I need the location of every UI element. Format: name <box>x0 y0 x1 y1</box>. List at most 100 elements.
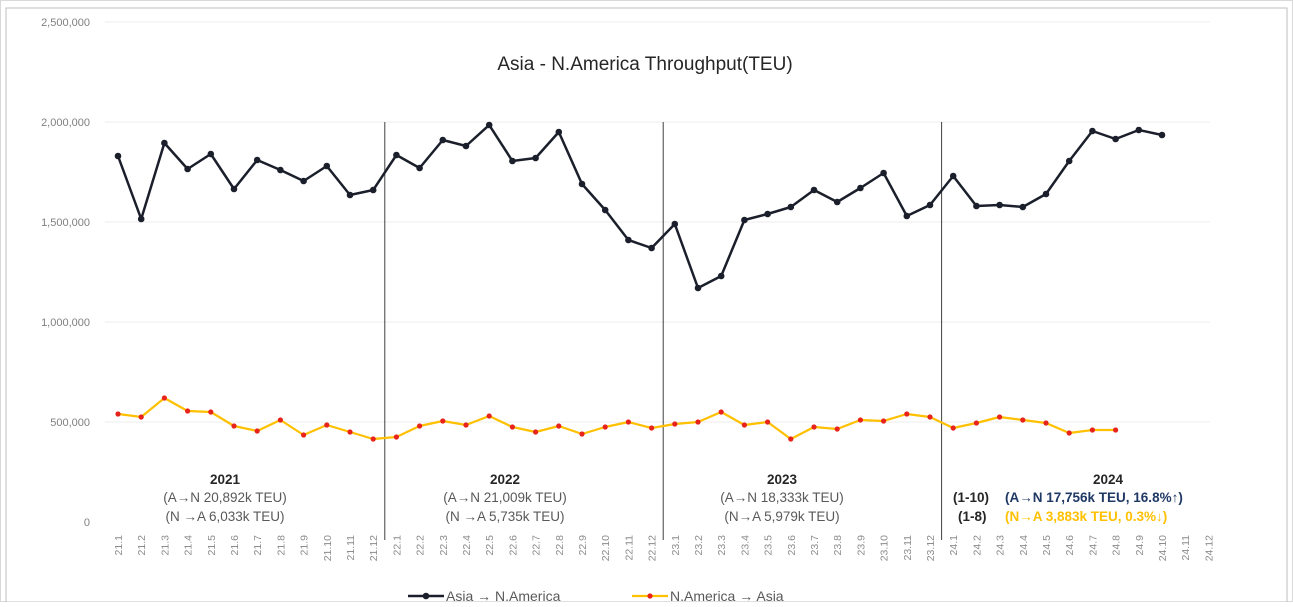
x-tick-label: 21.8 <box>275 535 287 556</box>
data-point <box>997 414 1003 420</box>
data-point <box>254 428 260 434</box>
x-tick-label: 21.2 <box>136 535 148 556</box>
data-point <box>393 151 400 159</box>
annotation-line: (A→N 21,009k TEU) <box>443 490 567 505</box>
year-annotations: 2021 (A→N 20,892k TEU) (N →A 6,033k TEU) 20… <box>163 472 1183 524</box>
data-point <box>788 436 794 442</box>
data-point <box>462 142 470 150</box>
gridlines <box>105 21 1210 423</box>
data-point <box>509 157 516 165</box>
annotation-line: (A→N 18,333k TEU) <box>720 490 844 505</box>
data-point <box>485 121 493 129</box>
data-point <box>1158 131 1166 139</box>
x-tick-label: 23.5 <box>763 535 775 556</box>
y-tick-label: 500,000 <box>50 417 90 429</box>
x-tick-label: 21.11 <box>345 535 357 561</box>
x-tick-label: 21.12 <box>368 535 380 561</box>
data-point <box>672 421 678 427</box>
data-point <box>509 424 515 430</box>
x-tick-label: 23.9 <box>855 535 867 556</box>
data-point <box>880 169 887 177</box>
x-tick-label: 23.3 <box>716 535 728 556</box>
data-point <box>253 156 261 164</box>
series-lines <box>114 121 1166 442</box>
data-point <box>764 210 771 218</box>
x-tick-label: 22.10 <box>600 535 612 561</box>
plot-border <box>5 7 1288 603</box>
x-tick-label: 23.11 <box>902 535 914 561</box>
y-tick-label: 2,000,000 <box>41 117 90 129</box>
annotation-line: (N →A 6,033k TEU) <box>165 509 284 524</box>
data-point <box>114 152 122 160</box>
x-tick-label: 22.2 <box>415 535 427 556</box>
data-point <box>810 186 818 194</box>
chart-title: Asia - N.America Throughput(TEU) <box>497 54 792 75</box>
data-point <box>230 185 238 193</box>
annotation-prefix: (1-10) <box>953 490 989 505</box>
data-point <box>1020 417 1026 423</box>
data-point <box>115 411 121 417</box>
annotation-prefix: (1-8) <box>958 509 987 524</box>
data-point <box>648 244 655 252</box>
data-point <box>532 154 539 162</box>
legend-marker <box>647 593 653 599</box>
data-point <box>602 424 608 430</box>
x-tick-label: 24.12 <box>1203 535 1215 561</box>
data-point <box>556 423 562 429</box>
data-point <box>1113 427 1119 433</box>
x-tick-label: 24.7 <box>1087 535 1099 556</box>
data-point <box>138 414 144 420</box>
x-tick-label: 22.8 <box>554 535 566 556</box>
data-point <box>208 409 214 415</box>
x-tick-label: 21.4 <box>183 535 195 556</box>
data-point <box>717 272 725 280</box>
data-point <box>741 216 748 224</box>
data-point <box>184 165 191 173</box>
x-tick-label: 22.9 <box>577 535 589 556</box>
data-point <box>579 431 585 437</box>
x-tick-label: 21.3 <box>159 535 171 556</box>
data-point <box>1135 126 1143 134</box>
data-point <box>625 236 632 244</box>
annotation-line: (A→N 20,892k TEU) <box>163 490 287 505</box>
data-point <box>533 429 539 435</box>
annotation-year: 2024 <box>1093 472 1124 487</box>
data-point <box>161 395 167 401</box>
x-tick-label: 24.8 <box>1111 535 1123 556</box>
x-tick-label: 22.5 <box>484 535 496 556</box>
x-axis: 21.1 21.2 21.3 21.4 21.5 21.6 21.7 21.8 21.9 21.1… <box>113 535 1215 561</box>
data-point <box>857 184 864 192</box>
annotation-line: (N →A 5,735k TEU) <box>445 509 564 524</box>
data-point <box>625 419 632 425</box>
data-point <box>811 424 817 430</box>
x-tick-label: 24.5 <box>1041 535 1053 556</box>
data-point <box>324 422 330 428</box>
x-tick-label: 22.6 <box>507 535 519 556</box>
x-tick-label: 24.9 <box>1134 535 1146 556</box>
y-tick-label: 1,000,000 <box>41 317 90 329</box>
legend: Asia → N.America N.America → Asia <box>408 588 784 604</box>
data-point <box>370 436 376 442</box>
x-tick-label: 22.4 <box>461 535 473 556</box>
y-tick-label: 1,500,000 <box>41 217 90 229</box>
data-point <box>207 150 215 158</box>
annotation-line: (N→A 3,883k TEU, 0.3%↓) <box>1005 509 1167 524</box>
data-point <box>1043 420 1049 426</box>
data-point <box>417 423 423 429</box>
data-point <box>463 422 469 428</box>
data-point <box>231 423 237 429</box>
data-point <box>277 417 283 423</box>
data-point <box>834 426 840 432</box>
data-point <box>347 429 353 435</box>
x-tick-label: 23.2 <box>693 535 705 556</box>
legend-marker <box>422 592 430 600</box>
data-point <box>926 201 934 209</box>
data-point <box>439 136 447 144</box>
annotation-year: 2021 <box>210 472 241 487</box>
data-point <box>671 220 679 228</box>
data-point <box>927 414 933 420</box>
data-point <box>787 203 795 211</box>
data-point <box>694 284 702 292</box>
